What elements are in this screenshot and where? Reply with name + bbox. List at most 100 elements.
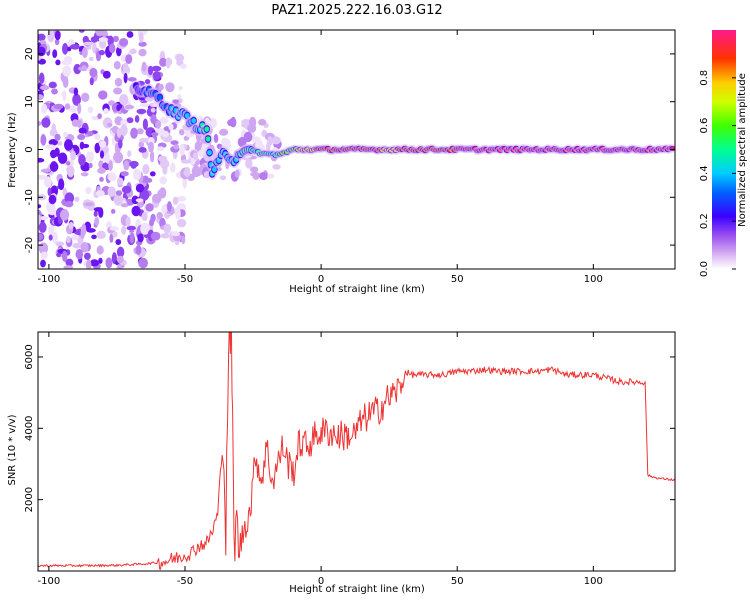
noise-blob (95, 30, 104, 37)
noise-blob (95, 190, 105, 197)
noise-blob (116, 246, 125, 258)
noise-blob (119, 38, 129, 47)
noise-blob (69, 44, 80, 50)
noise-blob (168, 123, 174, 131)
noise-blob (245, 158, 253, 169)
noise-blob (98, 90, 108, 100)
noise-blob (107, 186, 116, 197)
noise-blob (40, 85, 50, 91)
spectrogram-x-tick-label: 0 (318, 274, 324, 285)
noise-blob (150, 213, 156, 223)
noise-blob (131, 195, 139, 205)
noise-blob (71, 119, 79, 127)
noise-blob (241, 122, 247, 128)
noise-blob (54, 38, 60, 46)
noise-blob (77, 103, 82, 115)
noise-blob (150, 107, 156, 113)
noise-blob (60, 209, 70, 221)
noise-blob (72, 242, 83, 249)
noise-blob (141, 61, 147, 72)
noise-blob (135, 183, 145, 193)
noise-blob (78, 154, 86, 166)
spectrogram-x-tick-label: -50 (177, 274, 193, 285)
snr-y-label: SNR (10 * v/v) (7, 414, 18, 485)
noise-blob (129, 232, 135, 244)
noise-blob (142, 118, 148, 131)
noise-blob (138, 48, 147, 57)
spectrogram-x-ticks: -100 -50 0 50 100 (38, 30, 603, 285)
ridge-core (212, 166, 217, 173)
noise-blob (52, 49, 58, 59)
noise-blob (106, 122, 113, 127)
noise-blob (96, 245, 104, 255)
noise-blob (62, 76, 69, 88)
noise-blob (62, 43, 69, 55)
noise-blob (87, 106, 93, 114)
noise-blob (98, 257, 103, 264)
noise-blob (161, 204, 167, 214)
noise-blob (113, 60, 121, 70)
noise-blob (140, 222, 151, 235)
noise-blob (38, 214, 42, 223)
noise-blob (142, 164, 150, 175)
noise-blob (109, 226, 120, 231)
noise-blob (38, 174, 47, 180)
noise-blob (80, 242, 89, 253)
noise-blob (184, 166, 191, 178)
noise-blob (150, 231, 161, 241)
noise-blob (135, 244, 142, 255)
snr-x-tick-label: 100 (584, 576, 603, 587)
noise-blob (165, 82, 175, 93)
noise-blob (94, 217, 100, 226)
snr-y-tick-label: 2000 (24, 487, 35, 512)
noise-blob (250, 166, 259, 173)
noise-blob (54, 133, 61, 141)
noise-blob (131, 205, 141, 217)
noise-blob (108, 160, 113, 171)
noise-blob (126, 117, 134, 124)
noise-blob (159, 117, 169, 124)
noise-blob (121, 225, 127, 235)
noise-blob (138, 147, 147, 153)
noise-blob (111, 208, 116, 214)
spectrogram-y-tick-label: -10 (24, 189, 35, 205)
noise-blob (139, 189, 150, 201)
noise-blob (73, 87, 79, 96)
snr-y-tick-label: 4000 (24, 416, 35, 441)
noise-blob (133, 168, 142, 181)
noise-blob (64, 200, 74, 208)
noise-blob (219, 128, 229, 136)
noise-blob (252, 172, 260, 180)
noise-blob (177, 94, 182, 99)
noise-blob (38, 121, 42, 126)
colorbar-ticks: 0.0 0.2 0.4 0.6 0.8 (699, 70, 736, 277)
noise-blob (77, 134, 86, 140)
noise-blob (53, 103, 64, 110)
noise-blob (38, 221, 47, 233)
noise-blob (198, 141, 203, 147)
noise-blob (66, 161, 71, 166)
noise-blob (105, 152, 110, 162)
noise-blob (61, 250, 68, 262)
colorbar-gradient (712, 30, 736, 269)
noise-blob (54, 30, 61, 41)
noise-blob (198, 149, 204, 157)
noise-blob (81, 92, 90, 103)
noise-blob (88, 162, 93, 169)
noise-blob (75, 249, 84, 260)
noise-blob (190, 157, 196, 165)
noise-blob (115, 239, 122, 245)
noise-blob (137, 233, 144, 243)
noise-blob (62, 65, 72, 77)
noise-blob (105, 257, 113, 269)
noise-blob (40, 259, 46, 268)
noise-blob (118, 139, 123, 149)
snr-plot-frame (37, 331, 676, 572)
noise-blob (152, 193, 162, 204)
noise-blob (38, 157, 45, 163)
noise-blob (48, 204, 56, 216)
noise-blob (41, 117, 51, 128)
noise-blob (192, 152, 198, 160)
noise-blob (89, 77, 94, 86)
noise-blob (83, 41, 93, 46)
